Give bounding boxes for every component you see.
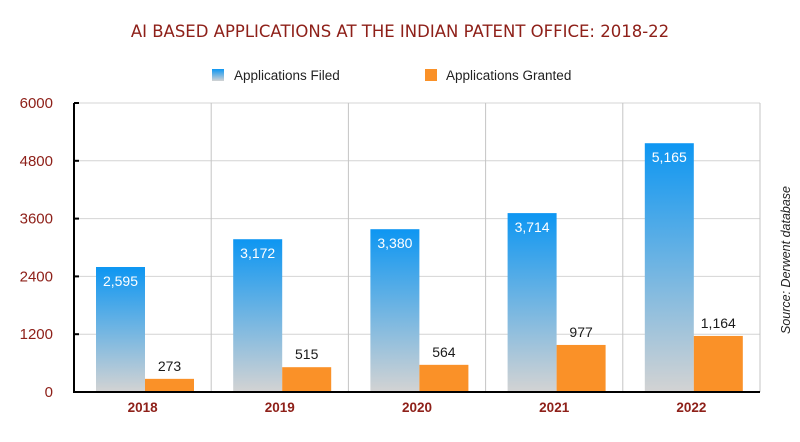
data-label-filed: 3,172	[240, 245, 275, 261]
data-label-granted: 977	[569, 324, 593, 340]
bar-applications-granted	[556, 344, 606, 392]
bar-applications-granted	[419, 364, 469, 392]
bar-applications-filed	[96, 267, 145, 392]
y-tick-label: 6000	[20, 95, 53, 112]
legend-swatch-granted	[425, 69, 437, 81]
data-label-filed: 3,380	[377, 235, 412, 251]
bar-applications-filed	[644, 143, 694, 392]
y-tick-label: 0	[45, 384, 53, 401]
chart-title: AI BASED APPLICATIONS AT THE INDIAN PATE…	[131, 22, 669, 41]
x-tick-label: 2018	[128, 400, 159, 415]
bars: 2,595 273 3,172 515 3,380 564 3,714 977 5,165 1,1…	[96, 143, 743, 392]
data-label-filed: 5,165	[652, 149, 687, 165]
data-label-filed: 3,714	[515, 219, 550, 235]
data-label-granted: 515	[295, 346, 319, 362]
bar-applications-filed	[507, 213, 557, 392]
x-axis-ticks: 2018 2019 2020 2021 2022	[128, 400, 707, 415]
source-annotation: Source: Derwent database	[779, 186, 793, 334]
x-tick-label: 2020	[402, 400, 432, 415]
axes	[73, 102, 760, 393]
data-label-granted: 564	[432, 344, 456, 360]
legend-swatch-filed	[212, 69, 224, 81]
bar-applications-filed	[233, 239, 283, 392]
data-label-filed: 2,595	[103, 273, 138, 289]
legend-label-filed: Applications Filed	[234, 68, 340, 83]
data-label-granted: 1,164	[701, 315, 736, 331]
bar-applications-granted	[282, 367, 332, 392]
y-tick-label: 1200	[20, 326, 53, 343]
legend: Applications Filed Applications Granted	[212, 68, 571, 83]
bar-applications-granted	[145, 378, 194, 392]
y-tick-label: 3600	[20, 211, 53, 228]
grid	[74, 102, 761, 392]
y-axis-ticks: 0 1200 2400 3600 4800 6000	[20, 95, 53, 401]
bar-applications-granted	[693, 335, 743, 392]
legend-label-granted: Applications Granted	[446, 68, 571, 83]
x-tick-label: 2022	[676, 400, 706, 415]
x-tick-label: 2019	[265, 400, 295, 415]
bar-applications-filed	[370, 229, 420, 392]
data-label-granted: 273	[158, 358, 182, 374]
y-tick-label: 4800	[20, 153, 53, 170]
x-tick-label: 2021	[539, 400, 570, 415]
y-tick-label: 2400	[20, 268, 53, 285]
